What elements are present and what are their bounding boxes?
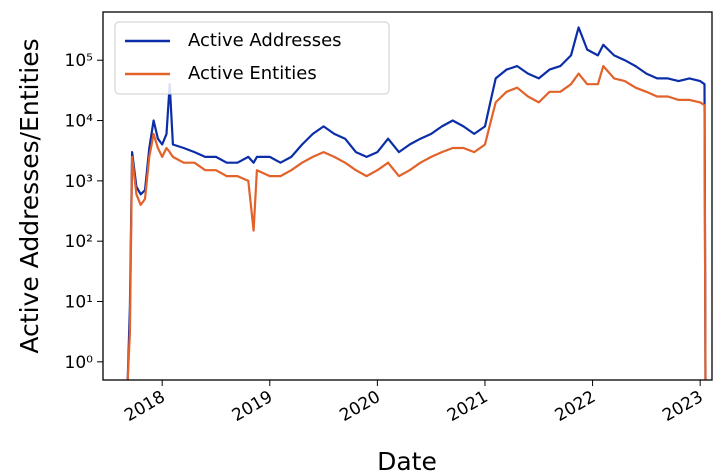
plot-frame <box>102 11 713 381</box>
data-line <box>126 65 707 380</box>
y-axis-label: Active Addresses/Entities <box>15 38 44 353</box>
y-tick-label: 10⁰ <box>65 353 94 373</box>
x-tick-label: 2021 <box>444 387 491 426</box>
y-tick-label: 10¹ <box>65 293 93 313</box>
legend-box <box>114 21 390 95</box>
y-tick-label: 10³ <box>65 172 93 192</box>
y-tick-label: 10⁴ <box>65 112 94 132</box>
x-tick-label: 2022 <box>552 387 599 426</box>
x-axis-label: Date <box>377 447 437 476</box>
legend-label: Active Entities <box>188 63 317 84</box>
legend: Active Addresses Active Entities <box>114 21 390 95</box>
legend-label: Active Addresses <box>188 30 342 51</box>
x-tick-label: 2020 <box>336 387 383 426</box>
x-tick-label: 2018 <box>121 387 168 426</box>
y-tick-label: 10⁵ <box>65 51 93 71</box>
x-tick-label: 2019 <box>229 387 276 426</box>
x-tick-label: 2023 <box>659 387 706 426</box>
y-tick-label: 10² <box>65 232 93 252</box>
